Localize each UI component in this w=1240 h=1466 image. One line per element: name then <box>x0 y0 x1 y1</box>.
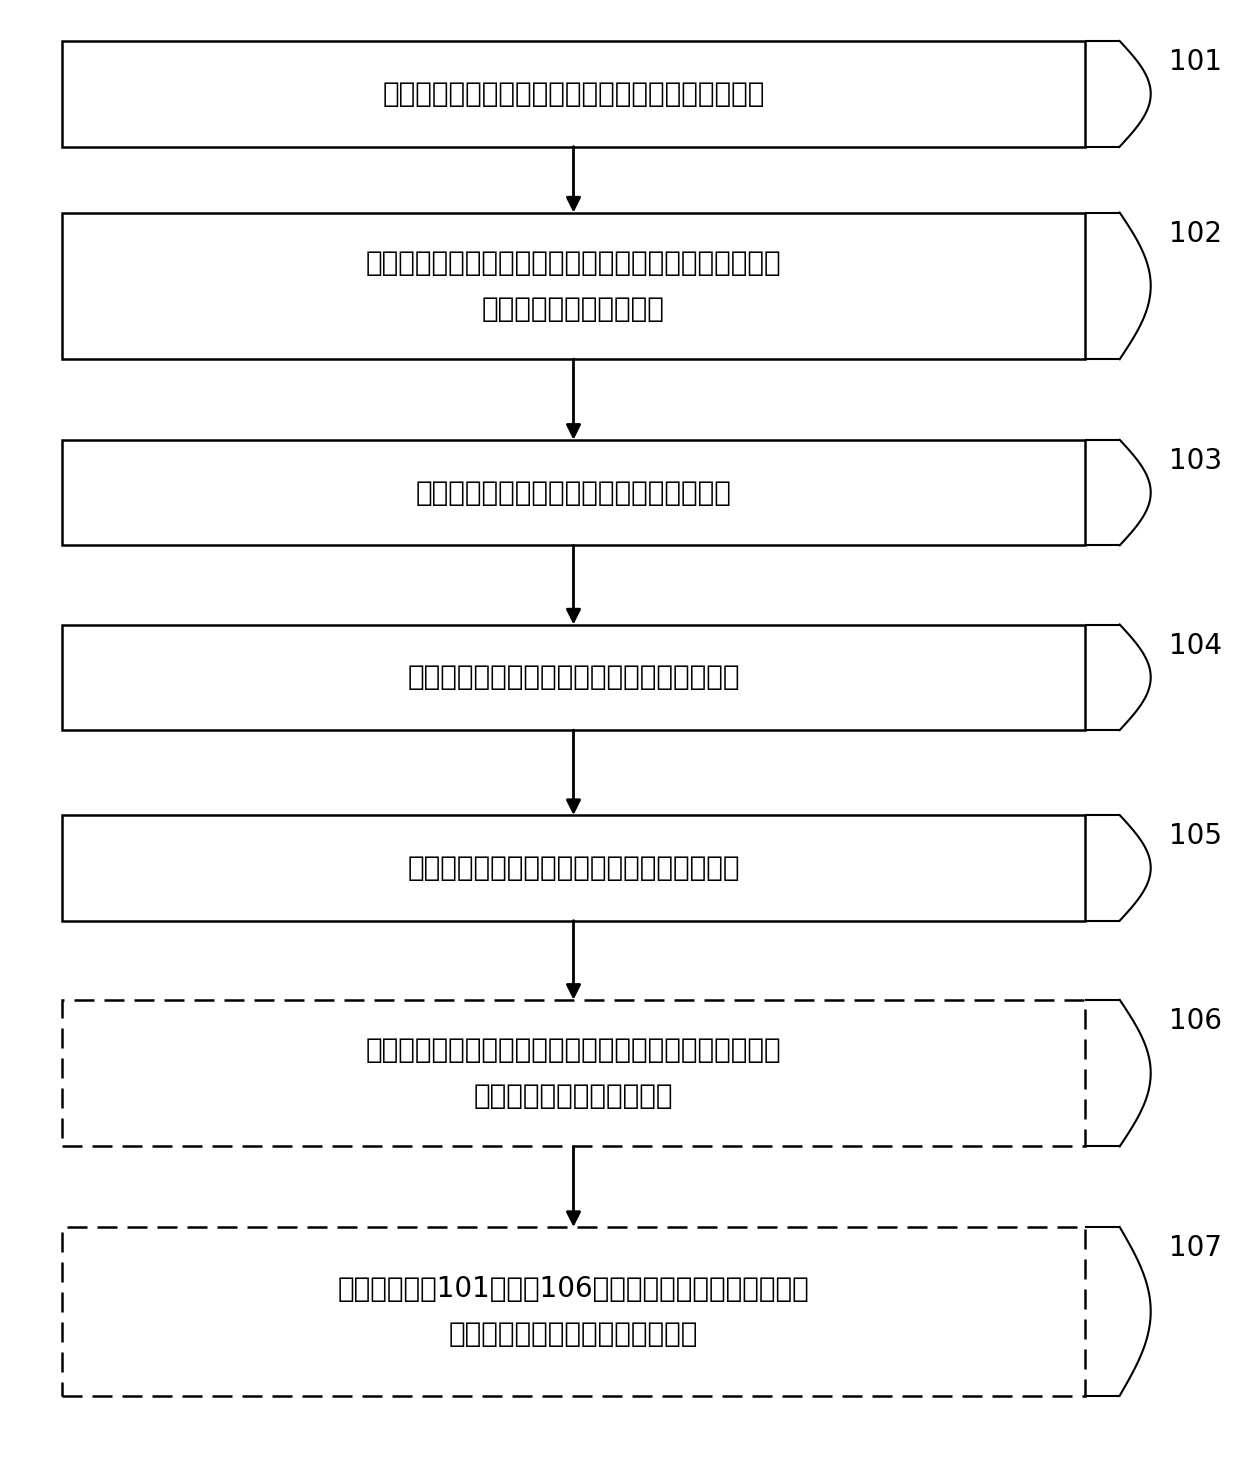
Bar <box>62 625 1085 730</box>
Text: 若确定低压配电网的运行状态不满足预设条件，则对低压
配电网的运行状态进行优化: 若确定低压配电网的运行状态不满足预设条件，则对低压 配电网的运行状态进行优化 <box>366 1036 781 1110</box>
Text: 105: 105 <box>1169 822 1223 850</box>
Text: 102: 102 <box>1169 220 1223 248</box>
Bar <box>62 440 1085 545</box>
Text: 确定低压配电网的运行状态是否满足预设条件: 确定低压配电网的运行状态是否满足预设条件 <box>407 853 740 883</box>
Text: 103: 103 <box>1169 447 1223 475</box>
Text: 106: 106 <box>1169 1007 1223 1035</box>
Bar <box>62 1227 1085 1396</box>
Text: 根据网络拓扑和状态估计构建网络实时模型: 根据网络拓扑和状态估计构建网络实时模型 <box>415 478 732 507</box>
Text: 获取低压配电网的静态模型和低压配电网的运行数据: 获取低压配电网的静态模型和低压配电网的运行数据 <box>382 79 765 108</box>
Text: 根据网络实时模型分析低压配电网的运行状态: 根据网络实时模型分析低压配电网的运行状态 <box>407 663 740 692</box>
Text: 101: 101 <box>1169 48 1223 76</box>
Text: 根据低压配电网的静态模型和低压配电网的运行数据进行
网络拓扑构建和状态估计: 根据低压配电网的静态模型和低压配电网的运行数据进行 网络拓扑构建和状态估计 <box>366 249 781 323</box>
Bar <box>62 815 1085 921</box>
Text: 107: 107 <box>1169 1234 1223 1262</box>
Bar <box>62 213 1085 359</box>
Bar <box>62 1000 1085 1146</box>
Text: 循环执行步骤101至步骤106，直至确定低压配电网的运行
状态满足预设条件，结束循环执行: 循环执行步骤101至步骤106，直至确定低压配电网的运行 状态满足预设条件，结束… <box>337 1274 810 1349</box>
Bar <box>62 41 1085 147</box>
Text: 104: 104 <box>1169 632 1223 660</box>
